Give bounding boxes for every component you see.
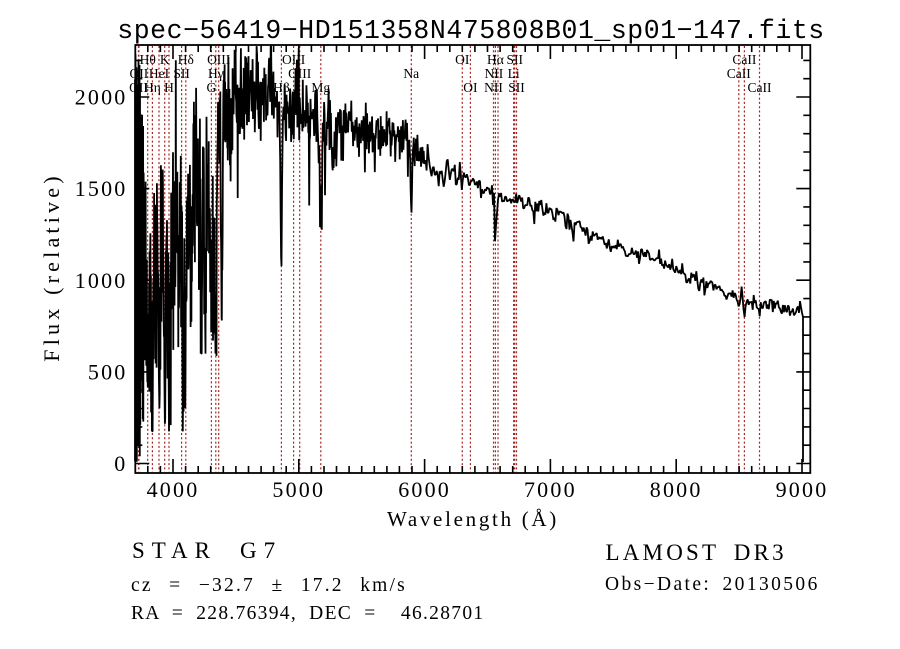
svg-text:K: K — [160, 52, 170, 67]
svg-text:4000: 4000 — [147, 477, 200, 502]
svg-text:NII: NII — [485, 66, 504, 81]
svg-text:1000: 1000 — [75, 268, 128, 293]
svg-text:Hβ: Hβ — [273, 80, 290, 95]
svg-text:OIII: OIII — [282, 52, 306, 67]
svg-text:Hθ: Hθ — [140, 52, 156, 67]
svg-text:8000: 8000 — [650, 477, 703, 502]
svg-text:Wavelength (Å): Wavelength (Å) — [387, 507, 559, 531]
svg-text:RA = 228.76394, DEC = 46.2870: RA = 228.76394, DEC = 46.28701 — [131, 603, 484, 624]
svg-text:OI: OI — [455, 52, 470, 67]
svg-text:CaII: CaII — [732, 52, 756, 67]
svg-text:STAR: STAR — [132, 538, 217, 563]
svg-text:Mg: Mg — [311, 80, 330, 95]
svg-text:OI: OI — [463, 80, 478, 95]
svg-text:7000: 7000 — [524, 477, 577, 502]
svg-text:Na: Na — [403, 66, 419, 81]
svg-text:SII: SII — [173, 66, 190, 81]
svg-text:1500: 1500 — [75, 176, 128, 201]
svg-text:Li: Li — [508, 66, 520, 81]
svg-text:SII: SII — [506, 52, 523, 67]
svg-text:HeI: HeI — [149, 66, 170, 81]
svg-text:OII: OII — [130, 66, 149, 81]
svg-text:6000: 6000 — [398, 477, 451, 502]
svg-text:OIII: OIII — [207, 52, 231, 67]
svg-text:spec−56419−HD151358N475808B01_: spec−56419−HD151358N475808B01_sp01−147.f… — [117, 16, 824, 46]
svg-text:OIII: OIII — [288, 66, 312, 81]
svg-text:Obs−Date: 20130506: Obs−Date: 20130506 — [605, 574, 820, 595]
svg-text:Hγ: Hγ — [208, 66, 224, 81]
svg-text:OII: OII — [129, 80, 148, 95]
svg-text:Hα: Hα — [487, 52, 504, 67]
svg-text:Hδ: Hδ — [178, 52, 194, 67]
svg-text:Hη: Hη — [144, 80, 161, 95]
svg-text:cz = −32.7 ± 17.2 km/s: cz = −32.7 ± 17.2 km/s — [131, 575, 407, 596]
svg-text:CaII: CaII — [727, 66, 751, 81]
svg-text:G: G — [207, 80, 217, 95]
svg-text:NII: NII — [484, 80, 503, 95]
svg-text:SII: SII — [508, 80, 525, 95]
svg-text:500: 500 — [88, 359, 128, 384]
svg-text:0: 0 — [114, 451, 127, 476]
svg-text:5000: 5000 — [272, 477, 325, 502]
svg-text:2000: 2000 — [75, 85, 128, 110]
svg-text:9000: 9000 — [776, 477, 829, 502]
svg-text:H: H — [164, 80, 174, 95]
svg-text:Flux (relative): Flux (relative) — [39, 172, 64, 361]
svg-text:CaII: CaII — [748, 80, 772, 95]
svg-text:G7: G7 — [240, 538, 282, 563]
svg-text:LAMOST DR3: LAMOST DR3 — [606, 540, 787, 565]
